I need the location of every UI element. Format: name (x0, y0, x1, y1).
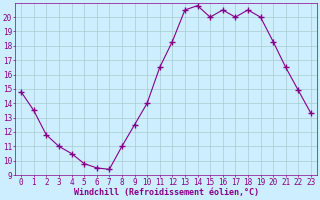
X-axis label: Windchill (Refroidissement éolien,°C): Windchill (Refroidissement éolien,°C) (74, 188, 259, 197)
